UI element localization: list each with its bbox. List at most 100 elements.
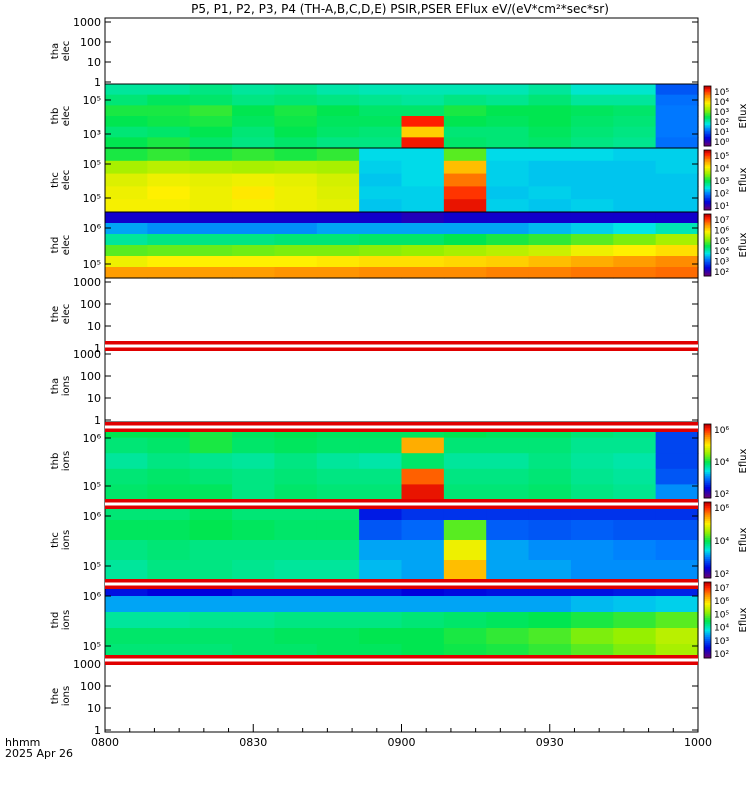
heat-cell — [274, 484, 318, 501]
heat-cell — [105, 520, 148, 541]
panel-label: tha — [50, 378, 61, 394]
heat-cell — [105, 105, 148, 117]
heat-cell — [486, 437, 530, 454]
heat-cell — [147, 160, 191, 175]
heat-cell — [401, 612, 445, 629]
colorbar-step — [704, 144, 711, 147]
y-tick-label: 10³ — [83, 128, 101, 141]
y-tick-label: 10⁶ — [83, 590, 102, 603]
heat-cell — [443, 223, 487, 235]
colorbar-step — [704, 631, 711, 634]
colorbar-frame — [703, 581, 712, 659]
heat-cell — [528, 186, 572, 200]
colorbar-tick: 10⁶ — [714, 426, 729, 436]
heat-cell — [316, 173, 360, 187]
heat-cell — [486, 468, 530, 485]
heat-cell — [655, 173, 699, 187]
colorbar-step — [704, 202, 711, 205]
heat-cell — [570, 223, 614, 235]
heat-cell — [232, 540, 276, 561]
colorbar-step — [704, 234, 711, 237]
heat-cell — [401, 84, 445, 96]
colorbar-step — [704, 591, 711, 594]
heat-cell — [316, 199, 360, 213]
colorbar-step — [704, 240, 711, 243]
heat-cell — [105, 245, 148, 257]
colorbar-step — [704, 425, 711, 429]
heat-cell — [274, 256, 318, 268]
colorbar-tick: 10⁴ — [714, 98, 729, 108]
panel-frame — [104, 277, 699, 351]
colorbar-step — [704, 652, 711, 655]
heat-cell — [401, 148, 445, 162]
heat-cell — [655, 628, 699, 645]
heat-cell — [189, 84, 233, 96]
colorbar-step — [704, 496, 711, 499]
heat-cell — [147, 256, 191, 268]
colorbar-step — [704, 635, 711, 638]
heat-cell — [105, 256, 148, 268]
heat-cell — [443, 126, 487, 138]
heat-cell — [189, 468, 233, 485]
colorbar-step — [704, 547, 711, 550]
colorbar-tick: 10² — [714, 190, 729, 200]
panel-tha-ions: 1000 100 10 1 tha ions — [50, 348, 699, 427]
heat-cell — [147, 540, 191, 561]
colorbar-tick: 10⁴ — [714, 537, 729, 547]
colorbar-step — [704, 633, 711, 636]
heat-cell — [528, 137, 572, 149]
heat-cell — [570, 186, 614, 200]
colorbar-tick: 10⁵ — [714, 88, 729, 98]
heat-cell — [443, 137, 487, 149]
colorbar-step — [704, 132, 711, 135]
heat-cell — [274, 186, 318, 200]
y-tick-label: 10 — [87, 320, 101, 333]
y-tick-label: 1000 — [73, 348, 101, 361]
heat-cell — [232, 148, 276, 162]
heat-cell — [316, 596, 360, 613]
colorbar-step — [704, 431, 711, 434]
heat-cell — [570, 105, 614, 117]
heat-cell — [528, 84, 572, 96]
heat-cell — [232, 484, 276, 501]
colorbar-step — [704, 207, 711, 209]
y-tick-label: 1000 — [73, 16, 101, 29]
colorbar-step — [704, 585, 711, 589]
x-tick-label: 0930 — [536, 736, 564, 749]
colorbar-step — [704, 595, 711, 598]
heat-cell — [655, 234, 699, 246]
heat-cell — [147, 234, 191, 246]
heat-cell — [232, 520, 276, 541]
colorbar-step — [704, 515, 711, 518]
y-tick-label: 100 — [80, 370, 101, 383]
heat-cell — [486, 160, 530, 175]
heat-cell — [189, 126, 233, 138]
heat-cell — [147, 148, 191, 162]
heat-cell — [316, 540, 360, 561]
colorbar-step — [704, 181, 711, 184]
heat-cell — [274, 453, 318, 470]
heat-cell — [570, 256, 614, 268]
separator-gap — [105, 425, 698, 429]
heat-cell — [232, 84, 276, 96]
panel-label: thb — [50, 453, 61, 470]
heat-cell — [570, 453, 614, 470]
panel-label: elec — [61, 41, 72, 62]
heat-cell — [274, 612, 318, 629]
heat-cell — [655, 540, 699, 561]
colorbar-step — [704, 226, 711, 229]
heat-cell — [486, 234, 530, 246]
colorbar-step — [704, 120, 711, 123]
colorbar-step — [704, 171, 711, 173]
colorbar-step — [704, 568, 711, 571]
heat-cell — [105, 126, 148, 138]
colorbar-step — [704, 126, 711, 129]
heat-cell — [359, 540, 403, 561]
heat-cell — [232, 596, 276, 613]
colorbar-step — [704, 263, 711, 266]
heat-cell — [359, 173, 403, 187]
heat-cell — [613, 94, 657, 106]
heat-cell — [486, 520, 530, 541]
colorbar-step — [704, 220, 711, 223]
colorbar-step — [704, 440, 711, 443]
